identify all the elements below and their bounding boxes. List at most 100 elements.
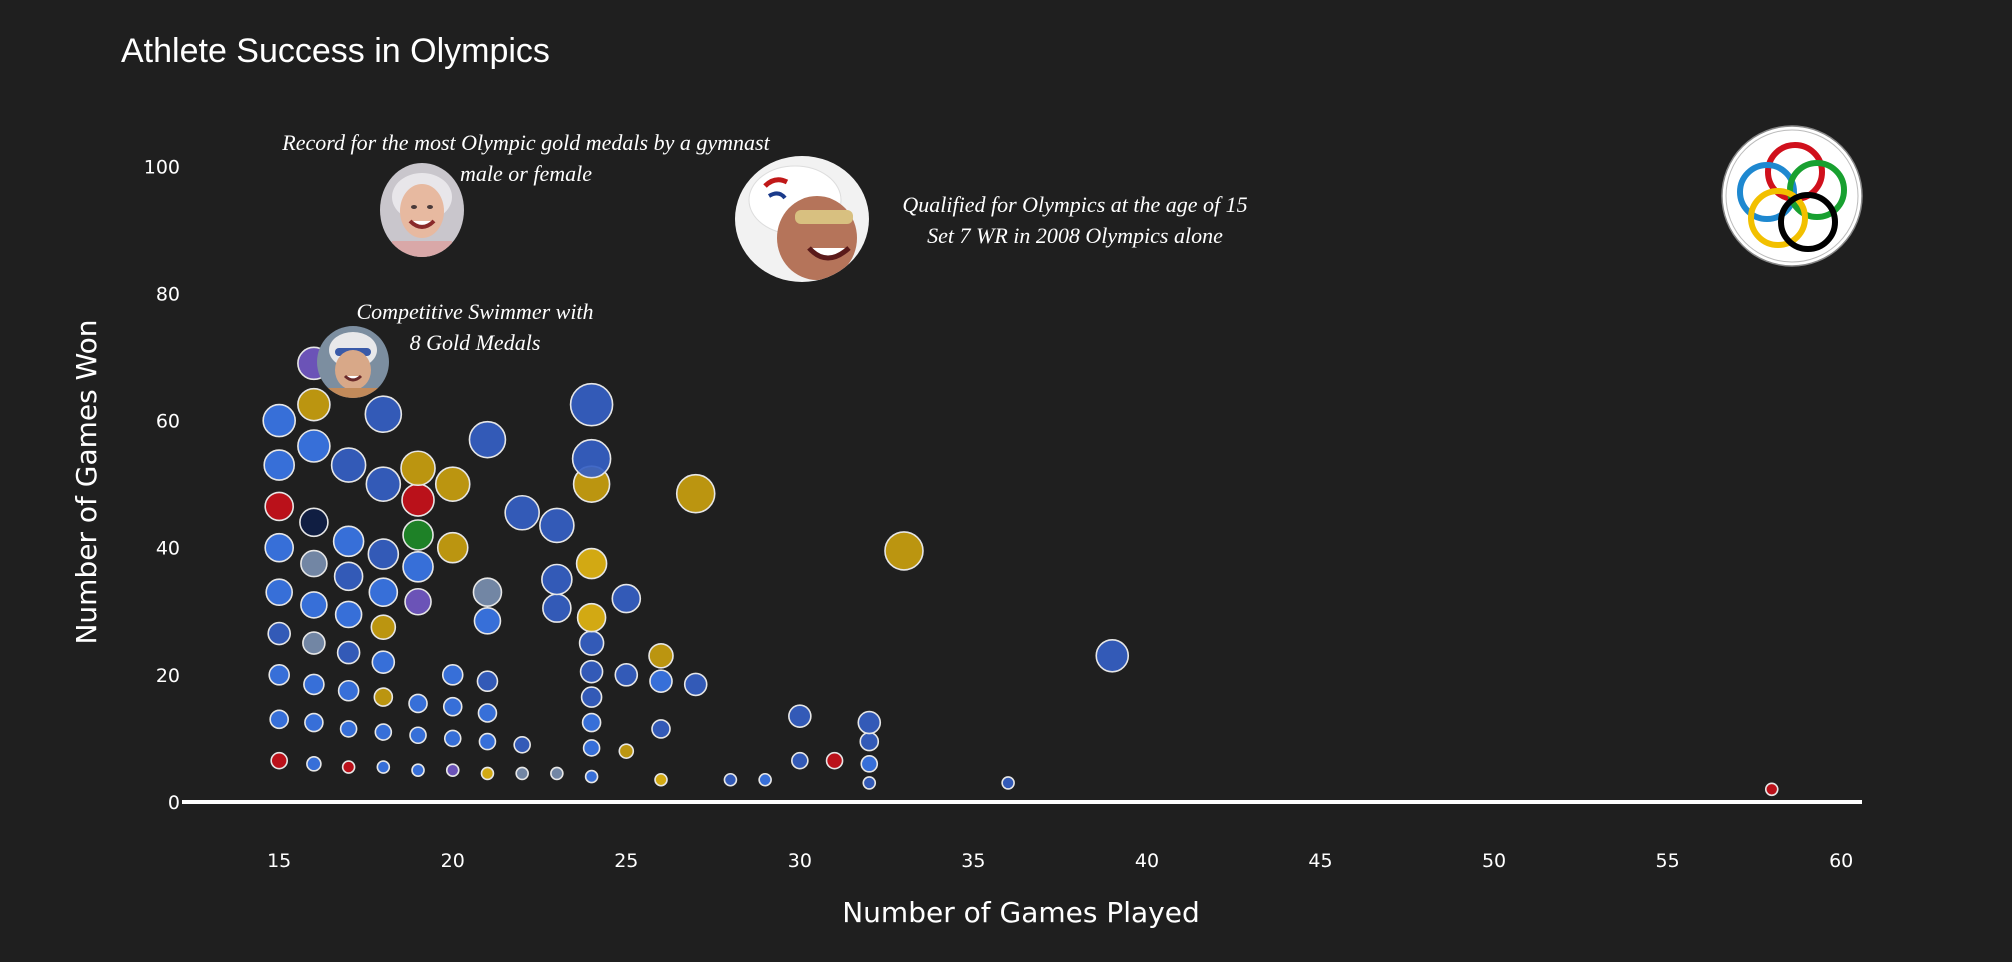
x-tick-label: 15 xyxy=(267,850,291,872)
scatter-point xyxy=(862,776,877,790)
scatter-point xyxy=(411,763,425,778)
x-tick-label: 30 xyxy=(788,850,812,872)
x-tick-label: 60 xyxy=(1829,850,1853,872)
scatter-point xyxy=(515,766,529,781)
scatter-point xyxy=(265,578,293,607)
y-tick-label: 100 xyxy=(144,156,180,178)
scatter-point xyxy=(332,525,365,558)
scatter-point xyxy=(791,751,809,770)
scatter-point xyxy=(473,607,502,635)
scatter-point xyxy=(404,587,432,616)
scatter-point xyxy=(409,726,427,745)
scatter-point xyxy=(576,602,607,633)
scatter-point xyxy=(267,621,291,646)
scatter-points xyxy=(262,346,1779,797)
scatter-point xyxy=(300,549,328,578)
scatter-point xyxy=(371,650,396,674)
y-tick-label: 0 xyxy=(168,792,180,814)
scatter-point xyxy=(504,494,540,531)
x-tick-label: 20 xyxy=(441,850,465,872)
scatter-point xyxy=(402,519,434,551)
scatter-point xyxy=(578,630,605,656)
annotation-gymnast-line1: Record for the most Olympic gold medals … xyxy=(282,130,770,155)
scatter-point xyxy=(333,561,364,592)
scatter-point xyxy=(478,732,497,751)
scatter-point xyxy=(300,591,328,619)
scatter-point xyxy=(270,751,288,770)
scatter-point xyxy=(859,731,880,752)
scatter-point xyxy=(580,686,603,708)
scatter-point xyxy=(408,693,428,714)
scatter-point xyxy=(1095,638,1130,673)
scatter-point xyxy=(550,766,564,781)
scatter-point xyxy=(575,547,608,580)
annotation-swimmer-female: Competitive Swimmer with 8 Gold Medals xyxy=(356,296,593,358)
scatter-point xyxy=(303,673,325,696)
scatter-point xyxy=(683,672,708,697)
scatter-point xyxy=(584,769,599,784)
annotation-swimmer-male-line1: Qualified for Olympics at the age of 15 xyxy=(902,192,1248,217)
scatter-point xyxy=(618,743,635,759)
x-tick-label: 45 xyxy=(1308,850,1332,872)
scatter-point xyxy=(364,395,403,434)
scatter-point xyxy=(297,429,331,463)
y-tick-label: 40 xyxy=(156,538,180,560)
scatter-point xyxy=(436,531,469,564)
scatter-point xyxy=(268,664,290,686)
scatter-point xyxy=(400,450,436,487)
scatter-point xyxy=(476,670,499,693)
scatter-point xyxy=(654,772,668,787)
y-axis-label: Number of Games Won xyxy=(70,319,103,644)
scatter-point xyxy=(441,664,464,686)
scatter-point xyxy=(611,583,642,614)
x-tick-label: 55 xyxy=(1656,850,1680,872)
scatter-point xyxy=(1764,782,1779,797)
scatter-point xyxy=(269,709,289,730)
scatter-point xyxy=(306,756,322,772)
scatter-point xyxy=(539,507,575,544)
scatter-point xyxy=(263,449,295,481)
scatter-point xyxy=(541,563,573,596)
scatter-point xyxy=(262,403,296,438)
y-tick-label: 60 xyxy=(156,411,180,433)
x-axis-label: Number of Games Played xyxy=(842,896,1200,929)
scatter-point xyxy=(373,687,394,707)
scatter-point xyxy=(264,491,294,522)
scatter-point xyxy=(334,600,363,629)
scatter-point xyxy=(758,772,772,787)
scatter-point xyxy=(330,447,367,483)
scatter-point xyxy=(480,766,495,781)
scatter-point xyxy=(365,466,402,502)
x-tick-label: 50 xyxy=(1482,850,1506,872)
scatter-point xyxy=(337,679,360,702)
x-tick-label: 40 xyxy=(1135,850,1159,872)
scatter-point xyxy=(788,704,812,728)
scatter-point xyxy=(825,751,844,770)
scatter-point xyxy=(468,420,507,459)
x-tick-label: 25 xyxy=(614,850,638,872)
athlete-photo-gymnast xyxy=(380,163,464,257)
scatter-point xyxy=(614,663,639,687)
scatter-point xyxy=(860,755,879,773)
scatter-point xyxy=(368,577,399,608)
scatter-point xyxy=(434,466,471,502)
scatter-point xyxy=(401,483,435,517)
scatter-point xyxy=(513,735,531,754)
scatter-point xyxy=(651,719,671,739)
y-axis-ticks: 0 20 40 60 80 100 xyxy=(144,156,180,814)
scatter-point xyxy=(376,760,391,774)
x-tick-label: 35 xyxy=(961,850,985,872)
scatter-point xyxy=(445,763,460,778)
annotation-gymnast: Record for the most Olympic gold medals … xyxy=(282,127,769,189)
scatter-point xyxy=(723,772,738,787)
athlete-photo-swimmer-male xyxy=(735,156,869,282)
scatter-point xyxy=(582,739,601,757)
scatter-point xyxy=(374,723,393,741)
scatter-point xyxy=(648,642,674,669)
annotation-swimmer-female-line1: Competitive Swimmer with xyxy=(356,299,594,324)
scatter-point xyxy=(884,531,924,571)
scatter-point xyxy=(571,438,612,479)
scatter-point xyxy=(370,614,397,640)
olympic-rings-logo xyxy=(1721,125,1863,267)
